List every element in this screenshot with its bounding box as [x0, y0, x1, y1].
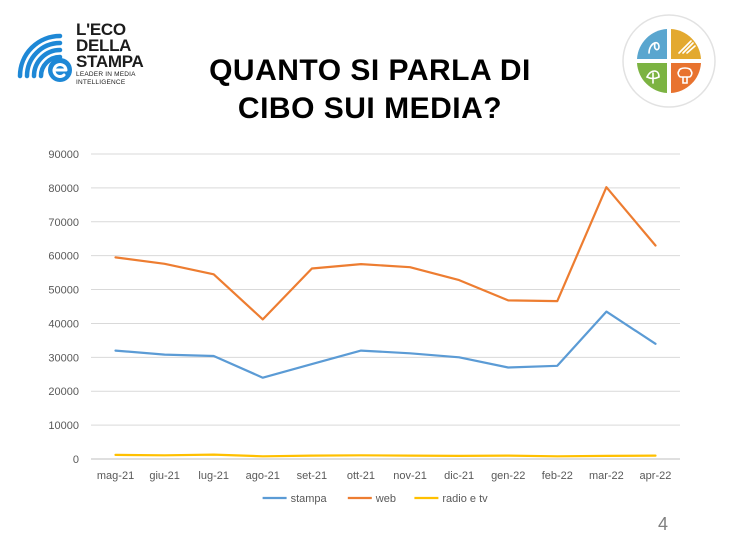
line-chart: 0 10000 20000 30000 40000 50000 60000 70000 8000…	[48, 149, 680, 505]
food-categories-badge-icon	[622, 14, 716, 108]
x-tick-label: mar-22	[589, 470, 624, 482]
company-logo: L'ECO DELLA STAMPA LEADER IN MEDIA INTEL…	[14, 20, 174, 88]
y-tick-label: 0	[73, 454, 79, 466]
series-lines	[114, 186, 657, 458]
x-tick-label: ago-21	[246, 470, 280, 482]
logo-word-2: DELLA	[76, 36, 132, 55]
series-line-stampa	[114, 310, 657, 379]
chart-legend: stampa web radio e tv	[262, 493, 488, 505]
y-tick-label: 20000	[48, 386, 79, 398]
y-tick-label: 70000	[48, 217, 79, 229]
series-line-radio-e-tv	[114, 453, 657, 458]
logo-tagline-2: INTELLIGENCE	[76, 79, 126, 86]
y-tick-label: 90000	[48, 149, 79, 161]
eco-della-stampa-logo-icon	[17, 33, 72, 82]
x-axis-labels: mag-21 giu-21 lug-21 ago-21 set-21 ott-21 nov-…	[97, 470, 671, 482]
x-tick-label: giu-21	[149, 470, 180, 482]
x-tick-label: ott-21	[347, 470, 375, 482]
page-number: 4	[658, 514, 669, 534]
x-tick-label: apr-22	[640, 470, 672, 482]
x-tick-label: dic-21	[444, 470, 474, 482]
legend-label-web: web	[375, 493, 396, 505]
logo-word-3: STAMPA	[76, 52, 144, 71]
logo-tagline-1: LEADER IN MEDIA	[76, 71, 136, 78]
y-tick-label: 30000	[48, 352, 79, 364]
x-tick-label: mag-21	[97, 470, 134, 482]
y-tick-label: 60000	[48, 251, 79, 263]
chart-gridlines	[91, 153, 680, 460]
logo-text: L'ECO DELLA STAMPA LEADER IN MEDIA INTEL…	[76, 20, 144, 86]
y-tick-label: 10000	[48, 420, 79, 432]
x-tick-label: feb-22	[542, 470, 573, 482]
series-line-web	[114, 186, 657, 321]
legend-label-stampa: stampa	[291, 493, 328, 505]
page-title-line-1: QUANTO SI PARLA DI	[209, 54, 531, 87]
x-tick-label: lug-21	[198, 470, 229, 482]
legend-label-radio-e-tv: radio e tv	[442, 493, 488, 505]
x-tick-label: nov-21	[393, 470, 427, 482]
x-tick-label: set-21	[297, 470, 328, 482]
y-tick-label: 40000	[48, 318, 79, 330]
logo-word-1: L'ECO	[76, 20, 126, 39]
y-tick-label: 50000	[48, 285, 79, 297]
page-title-line-2: CIBO SUI MEDIA?	[237, 92, 503, 125]
y-tick-label: 80000	[48, 183, 79, 195]
x-tick-label: gen-22	[491, 470, 525, 482]
page-title: QUANTO SI PARLA DI CIBO SUI MEDIA?	[160, 52, 580, 128]
y-axis-labels: 0 10000 20000 30000 40000 50000 60000 70000 8000…	[48, 149, 79, 466]
